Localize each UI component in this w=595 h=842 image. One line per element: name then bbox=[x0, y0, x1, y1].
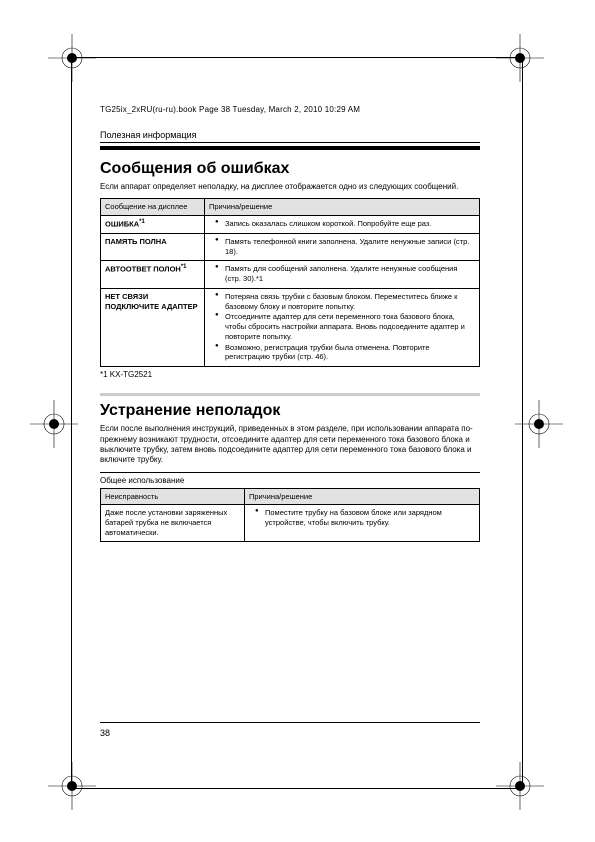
table-header-row: Сообщение на дисплее Причина/решение bbox=[101, 199, 480, 216]
registration-mark-icon bbox=[48, 34, 96, 82]
rule bbox=[100, 472, 480, 473]
heading-errors: Сообщения об ошибках bbox=[100, 160, 480, 178]
col-header-fault: Неисправность bbox=[101, 488, 245, 505]
list-item: Поместите трубку на базовом блоке или за… bbox=[259, 508, 475, 528]
page-number: 38 bbox=[100, 728, 110, 738]
error-table: Сообщение на дисплее Причина/решение ОШИ… bbox=[100, 198, 480, 367]
page-content: Полезная информация Сообщения об ошибках… bbox=[100, 130, 480, 542]
rule-thick bbox=[100, 146, 480, 150]
cause-cell: Поместите трубку на базовом блоке или за… bbox=[245, 505, 480, 541]
col-header-message: Сообщение на дисплее bbox=[101, 199, 205, 216]
rule bbox=[100, 142, 480, 143]
heading-troubleshooting: Устранение неполадок bbox=[100, 402, 480, 420]
table-row: Даже после установки заряженных батарей … bbox=[101, 505, 480, 541]
message-cell: АВТООТВЕТ ПОЛОН*1 bbox=[101, 261, 205, 289]
table-row: ПАМЯТЬ ПОЛНА Память телефонной книги запо… bbox=[101, 233, 480, 261]
list-item: Память для сообщений заполнена. Удалите … bbox=[219, 264, 475, 284]
fault-cell: Даже после установки заряженных батарей … bbox=[101, 505, 245, 541]
print-header: TG25ix_2xRU(ru-ru).book Page 38 Tuesday,… bbox=[100, 105, 360, 114]
table-row: АВТООТВЕТ ПОЛОН*1 Память для сообщений за… bbox=[101, 261, 480, 289]
message-cell: ПАМЯТЬ ПОЛНА bbox=[101, 233, 205, 261]
list-item: Запись оказалась слишком короткой. Попро… bbox=[219, 219, 475, 229]
table-row: ОШИБКА*1 Запись оказалась слишком коротко… bbox=[101, 216, 480, 234]
list-item: Потеряна связь трубки с базовым блоком. … bbox=[219, 292, 475, 312]
cause-cell: Запись оказалась слишком короткой. Попро… bbox=[205, 216, 480, 234]
subsection-label: Общее использование bbox=[100, 476, 480, 485]
intro-text: Если аппарат определяет неполадку, на ди… bbox=[100, 182, 480, 192]
registration-mark-icon bbox=[496, 34, 544, 82]
table-row: НЕТ СВЯЗИ ПОДКЛЮЧИТЕ АДАПТЕР Потеряна свя… bbox=[101, 288, 480, 366]
col-header-cause: Причина/решение bbox=[205, 199, 480, 216]
col-header-cause: Причина/решение bbox=[245, 488, 480, 505]
message-cell: НЕТ СВЯЗИ ПОДКЛЮЧИТЕ АДАПТЕР bbox=[101, 288, 205, 366]
cause-cell: Потеряна связь трубки с базовым блоком. … bbox=[205, 288, 480, 366]
table-header-row: Неисправность Причина/решение bbox=[101, 488, 480, 505]
troubleshoot-table: Неисправность Причина/решение Даже после… bbox=[100, 488, 480, 542]
list-item: Возможно, регистрация трубки была отмене… bbox=[219, 343, 475, 363]
intro-text-2: Если после выполнения инструкций, привед… bbox=[100, 424, 480, 466]
list-item: Отсоедините адаптер для сети переменного… bbox=[219, 312, 475, 341]
registration-mark-icon bbox=[515, 400, 563, 448]
footer-rule bbox=[100, 722, 480, 723]
registration-mark-icon bbox=[496, 762, 544, 810]
section-label: Полезная информация bbox=[100, 130, 480, 140]
registration-mark-icon bbox=[48, 762, 96, 810]
footnote: *1 KX-TG2521 bbox=[100, 370, 480, 379]
cause-cell: Память для сообщений заполнена. Удалите … bbox=[205, 261, 480, 289]
section-divider bbox=[100, 393, 480, 396]
list-item: Память телефонной книги заполнена. Удали… bbox=[219, 237, 475, 257]
message-cell: ОШИБКА*1 bbox=[101, 216, 205, 234]
registration-mark-icon bbox=[30, 400, 78, 448]
cause-cell: Память телефонной книги заполнена. Удали… bbox=[205, 233, 480, 261]
